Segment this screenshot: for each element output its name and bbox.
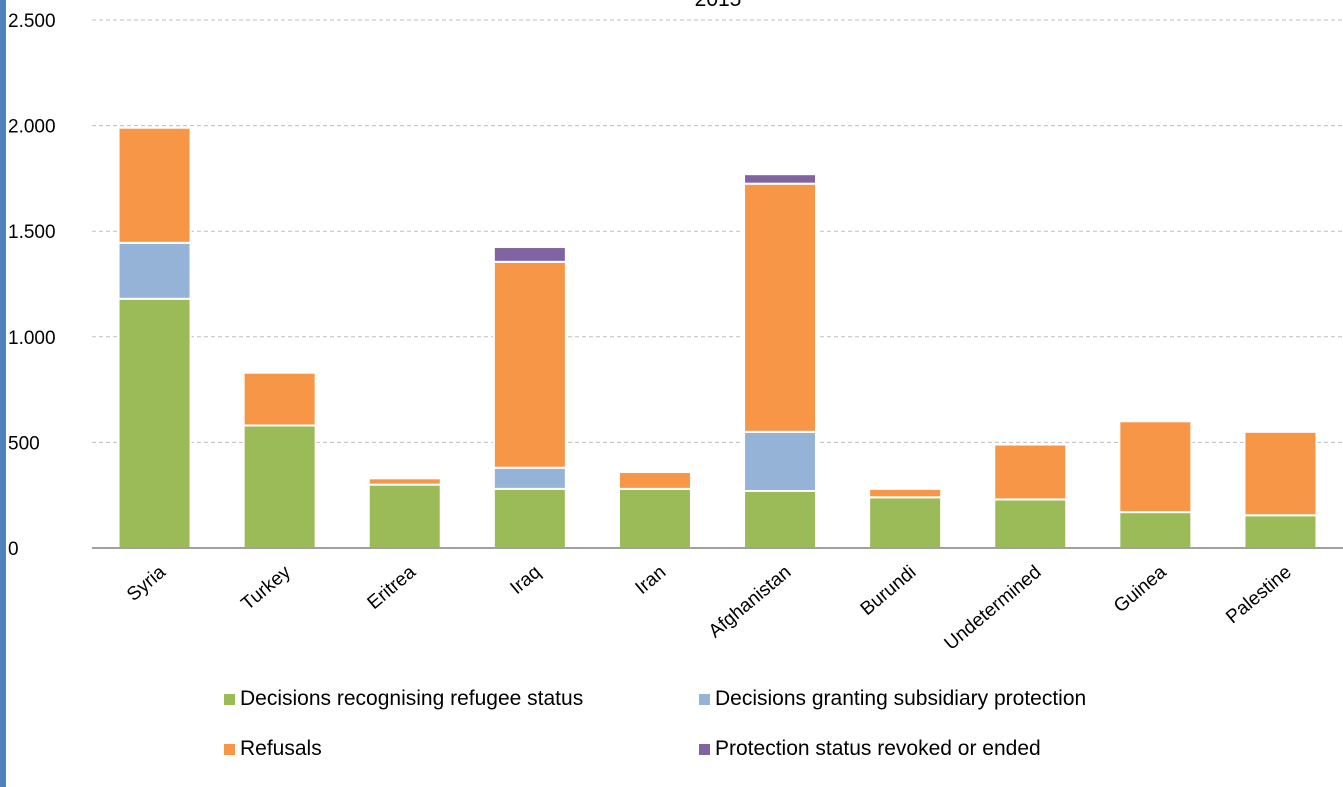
left-accent-bar xyxy=(0,0,6,787)
bar-segment xyxy=(242,371,317,427)
bar-segment xyxy=(617,487,692,550)
legend-swatch xyxy=(699,694,710,705)
x-category-label: Guinea xyxy=(1110,561,1171,617)
y-tick-label: 0 xyxy=(8,539,19,560)
bar-segment xyxy=(1118,511,1193,550)
bar-segment xyxy=(117,297,192,549)
bar-segment xyxy=(1243,514,1318,549)
bar-segment xyxy=(993,498,1068,550)
bar-segment xyxy=(1118,420,1193,514)
bar-segment xyxy=(743,173,818,185)
legend-swatch xyxy=(699,744,710,755)
gridlines xyxy=(92,19,1343,443)
y-axis-ticks: 0 500 1.000 1.500 2.000 2.500 xyxy=(8,11,56,560)
y-tick-label: 2.500 xyxy=(8,11,56,32)
bar-segment xyxy=(492,246,567,263)
legend-swatch xyxy=(224,744,235,755)
bar-segment xyxy=(492,487,567,550)
x-category-label: Palestine xyxy=(1222,562,1295,628)
x-category-label: Burundi xyxy=(857,562,921,620)
x-category-label: Iran xyxy=(632,562,671,599)
bar-segment xyxy=(117,126,192,244)
y-tick-label: 2.000 xyxy=(8,117,56,138)
legend-label: Decisions recognising refugee status xyxy=(240,687,583,710)
x-category-label: Iraq xyxy=(506,562,545,599)
bar-segment xyxy=(743,489,818,550)
bar-segment xyxy=(1243,430,1318,517)
legend-swatch xyxy=(224,694,235,705)
bar-segment xyxy=(743,182,818,433)
y-tick-label: 500 xyxy=(8,433,40,454)
bar-segment xyxy=(367,483,442,550)
x-category-label: Syria xyxy=(123,561,170,605)
legend-label: Protection status revoked or ended xyxy=(715,737,1041,760)
bar-segment xyxy=(242,424,317,549)
legend: Decisions recognising refugee status Deci… xyxy=(224,687,1086,760)
bar-segment xyxy=(743,430,818,492)
bar-segment xyxy=(868,487,943,499)
bar-segment xyxy=(993,443,1068,501)
bar-segment xyxy=(492,466,567,490)
x-category-label: Eritrea xyxy=(364,561,421,613)
chart-title: 2015 xyxy=(695,0,742,11)
x-category-label: Turkey xyxy=(237,561,295,614)
x-category-label: Undetermined xyxy=(941,562,1046,655)
x-axis-category-labels: Syria Turkey Eritrea Iraq Iran Afghanistan Bur… xyxy=(123,561,1296,654)
bar-segment xyxy=(492,260,567,469)
x-category-label: Afghanistan xyxy=(705,562,795,643)
bars xyxy=(117,126,1318,550)
bar-segment xyxy=(117,241,192,300)
bar-segment xyxy=(367,477,442,486)
legend-label: Refusals xyxy=(240,737,322,760)
bar-segment xyxy=(617,470,692,490)
y-tick-label: 1.000 xyxy=(8,328,56,349)
legend-label: Decisions granting subsidiary protection xyxy=(715,687,1086,710)
y-tick-label: 1.500 xyxy=(8,222,56,243)
bar-segment xyxy=(868,496,943,550)
